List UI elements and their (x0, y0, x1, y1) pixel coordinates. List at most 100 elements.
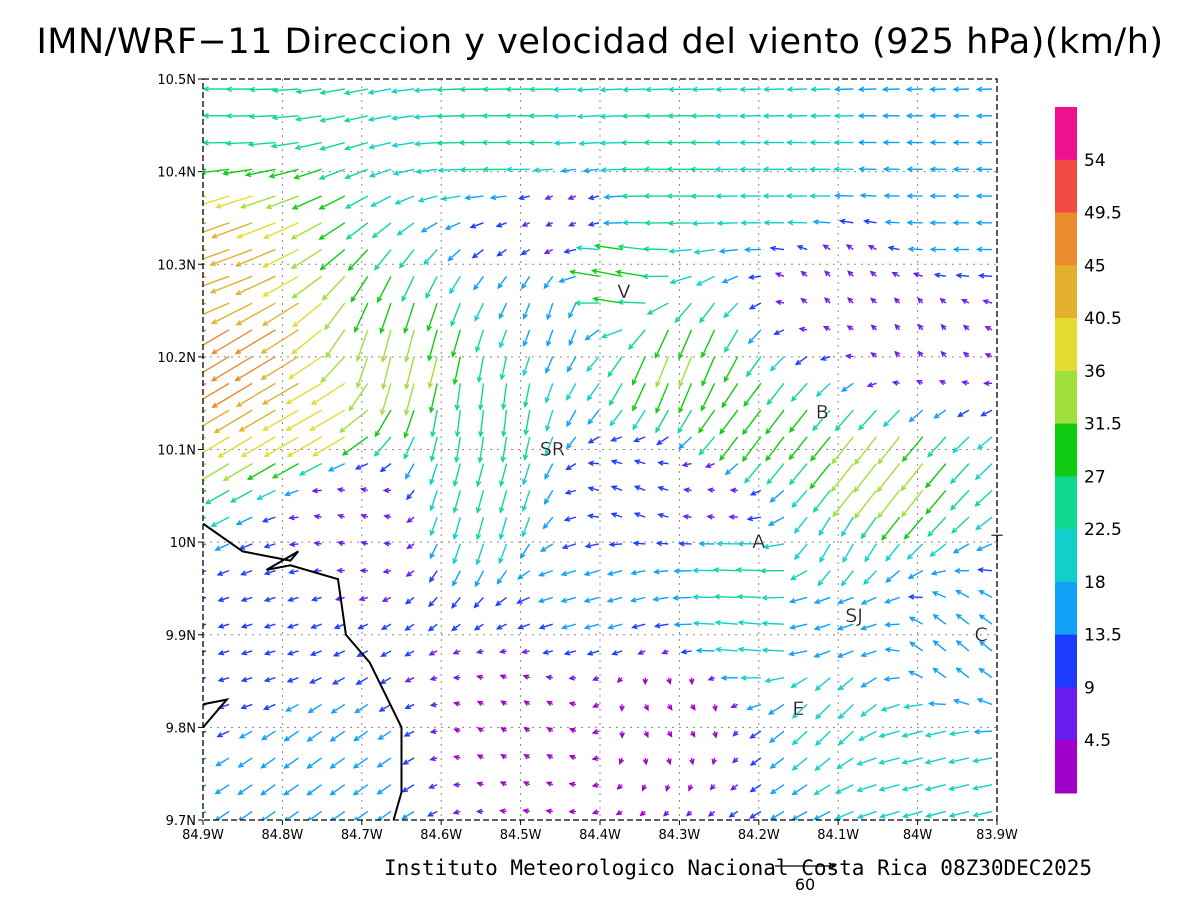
wind-arrow-head (240, 623, 248, 629)
wind-arrow (522, 436, 531, 461)
wind-arrow-head (263, 596, 271, 603)
wind-arrow (413, 141, 438, 147)
wind-arrow-head (330, 816, 336, 820)
wind-arrow-head (528, 86, 535, 93)
wind-arrow-head (403, 453, 409, 460)
wind-arrow (948, 810, 970, 818)
wind-arrow (373, 436, 392, 457)
wind-arrow-head (401, 295, 407, 303)
wind-arrow (367, 88, 392, 95)
wind-arrow-head (215, 203, 222, 209)
wind-arrow-shaft (330, 784, 346, 796)
wind-arrow-shaft (608, 569, 623, 576)
wind-arrow-head (560, 167, 568, 174)
wind-arrow-head (938, 380, 946, 386)
wind-arrow (714, 619, 738, 626)
wind-arrow-head (523, 726, 530, 733)
wind-arrow-head (955, 613, 962, 620)
wind-arrow (294, 115, 322, 122)
wind-arrow-head (586, 650, 594, 656)
wind-arrow (341, 436, 369, 456)
wind-arrow (621, 86, 646, 93)
wind-arrow (377, 275, 392, 304)
wind-arrow (810, 436, 831, 462)
wind-arrow-shaft (428, 810, 438, 817)
wind-arrow (221, 168, 253, 176)
wind-arrow-head (833, 192, 841, 199)
wind-arrow (688, 677, 695, 686)
wind-arrow (354, 462, 369, 470)
wind-arrow-head (698, 540, 705, 547)
wind-arrow-head (343, 145, 351, 151)
wind-arrow-shaft (589, 195, 600, 200)
wind-arrow-head (761, 647, 768, 654)
wind-arrow-head (657, 485, 664, 492)
wind-arrow-head (217, 596, 224, 603)
wind-arrow-head (428, 601, 435, 608)
wind-arrow-shaft (584, 168, 600, 172)
wind-arrow-head (352, 789, 360, 796)
wind-arrow-head (545, 674, 552, 681)
wind-arrow (343, 141, 369, 151)
wind-arrow (521, 275, 531, 290)
wind-arrow-shaft (370, 168, 392, 177)
wind-arrow-shaft (393, 168, 415, 175)
wind-arrow-head (429, 552, 435, 560)
wind-arrow-head (838, 713, 845, 720)
wind-arrow (952, 219, 969, 226)
wind-arrow-head (325, 351, 331, 359)
wind-arrow (476, 356, 485, 384)
wind-arrow-shaft (842, 543, 854, 563)
wind-arrow-head (564, 489, 572, 495)
wind-arrow-head (544, 397, 551, 404)
wind-arrow-head (677, 427, 683, 434)
wind-arrow-head (285, 706, 292, 712)
wind-arrow-shaft (310, 409, 346, 431)
wind-arrow-head (666, 193, 673, 199)
wind-arrow-head (324, 323, 330, 331)
wind-arrow-head (833, 166, 840, 172)
colorbar-label: 18 (1084, 573, 1106, 593)
wind-arrow (977, 567, 993, 573)
wind-arrow-head (610, 459, 618, 465)
wind-arrow (977, 272, 993, 279)
wind-arrow-head (682, 513, 689, 520)
wind-arrow-shaft (286, 409, 322, 431)
wind-arrow-shaft (496, 222, 507, 227)
wind-arrow-head (740, 220, 747, 226)
wind-arrow (428, 783, 438, 789)
wind-arrow-head (678, 407, 684, 414)
wind-arrow-head (203, 112, 209, 119)
wind-arrow-head (543, 282, 550, 290)
wind-arrow-head (403, 327, 409, 334)
wind-arrow (406, 543, 415, 550)
wind-arrow-head (358, 595, 366, 602)
wind-arrow (894, 323, 901, 331)
wind-arrow (775, 299, 785, 306)
wind-arrow (203, 569, 207, 573)
wind-arrow-shaft (675, 302, 693, 323)
wind-arrow-head (769, 496, 776, 503)
wind-arrow-shaft (764, 88, 785, 91)
wind-arrow-head (546, 754, 553, 760)
wind-arrow (262, 275, 299, 297)
wind-arrow-head (908, 670, 915, 676)
wind-arrow-shaft (632, 623, 646, 629)
wind-arrow-head (878, 732, 885, 739)
wind-arrow-shaft (265, 623, 276, 628)
wind-arrow-shaft (428, 623, 438, 632)
wind-arrow-head (291, 292, 298, 299)
wind-arrow-head (476, 376, 483, 384)
wind-arrow (545, 781, 554, 787)
wind-arrow (712, 704, 718, 712)
wind-arrow-head (473, 602, 480, 609)
wind-arrow-head (354, 707, 361, 714)
wind-arrow-head (729, 487, 737, 494)
wind-arrow (240, 650, 253, 656)
wind-arrow-head (592, 702, 599, 708)
wind-arrow-head (857, 139, 865, 146)
wind-arrow-head (427, 382, 434, 389)
wind-arrow-shaft (981, 409, 993, 417)
wind-arrow (319, 88, 345, 96)
